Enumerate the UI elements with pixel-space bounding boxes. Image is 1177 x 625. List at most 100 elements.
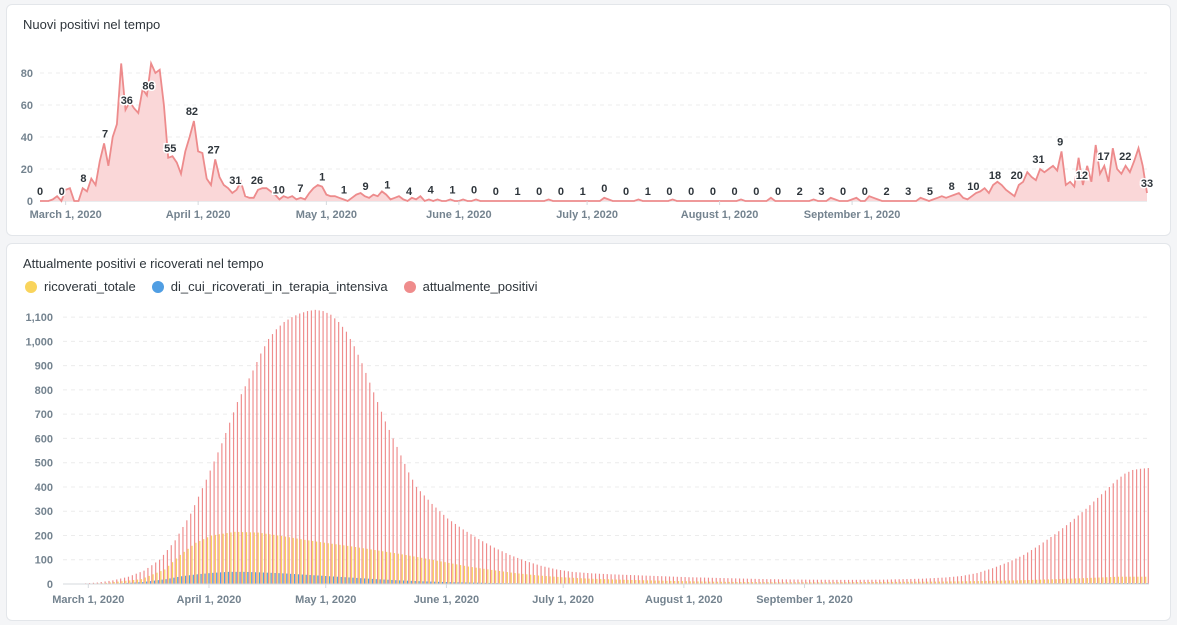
bar-ricoverati_totale xyxy=(693,581,695,584)
bar-attualmente_positivi xyxy=(556,569,558,584)
bar-ricoverati_totale xyxy=(954,581,956,584)
x-tick-label: March 1, 2020 xyxy=(52,594,124,606)
bar-ricoverati_totale xyxy=(1133,576,1135,584)
bar-ricoverati_totale xyxy=(460,565,462,584)
bar-di_cui_ricoverati_in_terapia_intensiva xyxy=(126,582,128,584)
bar-di_cui_ricoverati_in_terapia_intensiva xyxy=(235,571,237,584)
bar-attualmente_positivi xyxy=(665,576,667,584)
y-tick-label: 300 xyxy=(35,506,53,518)
bar-attualmente_positivi xyxy=(120,578,122,584)
bar-attualmente_positivi xyxy=(875,579,877,584)
bar-ricoverati_totale xyxy=(569,577,571,584)
x-tick-label: May 1, 2020 xyxy=(296,209,357,221)
bar-ricoverati_totale xyxy=(927,581,929,584)
bar-di_cui_ricoverati_in_terapia_intensiva xyxy=(231,571,233,584)
bar-ricoverati_totale xyxy=(685,581,687,584)
bar-attualmente_positivi xyxy=(571,571,573,584)
y-tick-label: 0 xyxy=(27,196,33,208)
bar-ricoverati_totale xyxy=(1040,579,1042,584)
bar-ricoverati_totale xyxy=(518,573,520,584)
bar-ricoverati_totale xyxy=(639,580,641,584)
bar-attualmente_positivi xyxy=(552,568,554,584)
bar-ricoverati_totale xyxy=(903,581,905,584)
chart-title: Attualmente positivi e ricoverati nel te… xyxy=(23,256,264,271)
x-tick-label: June 1, 2020 xyxy=(426,209,491,221)
bar-di_cui_ricoverati_in_terapia_intensiva xyxy=(196,574,198,584)
bar-attualmente_positivi xyxy=(501,551,503,584)
legend-item-ricoverati-totale[interactable]: ricoverati_totale xyxy=(25,279,136,294)
bar-attualmente_positivi xyxy=(186,520,188,584)
bar-di_cui_ricoverati_in_terapia_intensiva xyxy=(258,572,261,584)
bar-attualmente_positivi xyxy=(357,354,359,584)
bar-attualmente_positivi xyxy=(458,526,460,584)
bar-ricoverati_totale xyxy=(759,582,761,584)
legend-item-attualmente-positivi[interactable]: attualmente_positivi xyxy=(403,279,538,294)
data-label: 0 xyxy=(688,186,694,198)
bar-ricoverati_totale xyxy=(452,563,454,584)
bar-attualmente_positivi xyxy=(1120,476,1122,584)
bar-di_cui_ricoverati_in_terapia_intensiva xyxy=(243,571,245,584)
y-tick-label: 800 xyxy=(35,385,53,397)
bar-attualmente_positivi xyxy=(159,559,161,584)
bar-ricoverati_totale xyxy=(253,532,255,584)
bar-attualmente_positivi xyxy=(614,574,616,584)
bar-ricoverati_totale xyxy=(148,575,150,584)
bar-attualmente_positivi xyxy=(661,576,663,584)
bar-attualmente_positivi xyxy=(859,579,861,584)
bar-di_cui_ricoverati_in_terapia_intensiva xyxy=(274,573,276,584)
bar-attualmente_positivi xyxy=(777,579,780,584)
bar-ricoverati_totale xyxy=(308,540,310,584)
bar-attualmente_positivi xyxy=(774,579,776,584)
bar-ricoverati_totale xyxy=(1082,578,1084,584)
bar-ricoverati_totale xyxy=(1047,579,1049,584)
bar-di_cui_ricoverati_in_terapia_intensiva xyxy=(348,577,350,584)
bar-attualmente_positivi xyxy=(598,573,601,584)
bar-attualmente_positivi xyxy=(341,326,344,584)
bar-ricoverati_totale xyxy=(284,536,287,584)
bar-attualmente_positivi xyxy=(1003,563,1005,584)
bar-ricoverati_totale xyxy=(222,533,224,584)
bar-ricoverati_totale xyxy=(269,534,271,584)
bar-ricoverati_totale xyxy=(1106,577,1108,584)
bar-attualmente_positivi xyxy=(1081,512,1083,584)
data-label: 20 xyxy=(1011,170,1023,182)
bar-di_cui_ricoverati_in_terapia_intensiva xyxy=(204,573,206,584)
bar-attualmente_positivi xyxy=(633,575,636,584)
bar-ricoverati_totale xyxy=(210,535,213,584)
x-tick-label: April 1, 2020 xyxy=(177,594,242,606)
bar-ricoverati_totale xyxy=(545,576,547,584)
data-label: 82 xyxy=(186,106,198,118)
bar-attualmente_positivi xyxy=(742,578,745,584)
bar-ricoverati_totale xyxy=(218,534,220,584)
bar-di_cui_ricoverati_in_terapia_intensiva xyxy=(449,582,451,584)
bar-ricoverati_totale xyxy=(892,581,894,584)
bar-attualmente_positivi xyxy=(945,577,947,584)
bar-ricoverati_totale xyxy=(389,552,392,584)
bar-attualmente_positivi xyxy=(482,541,484,584)
bar-di_cui_ricoverati_in_terapia_intensiva xyxy=(434,581,436,584)
bar-ricoverati_totale xyxy=(495,570,497,584)
bar-ricoverati_totale xyxy=(249,532,252,584)
bar-attualmente_positivi xyxy=(844,579,846,584)
bar-ricoverati_totale xyxy=(806,582,808,584)
bar-attualmente_positivi xyxy=(528,562,530,584)
bar-attualmente_positivi xyxy=(1038,545,1040,584)
data-label: 31 xyxy=(229,175,241,187)
bar-ricoverati_totale xyxy=(533,575,536,584)
bar-attualmente_positivi xyxy=(260,353,262,584)
bar-attualmente_positivi xyxy=(240,394,242,584)
bar-ricoverati_totale xyxy=(989,580,991,584)
bar-attualmente_positivi xyxy=(334,318,336,584)
legend-item-terapia-intensiva[interactable]: di_cui_ricoverati_in_terapia_intensiva xyxy=(151,279,388,294)
bar-attualmente_positivi xyxy=(415,486,418,584)
bar-ricoverati_totale xyxy=(304,539,306,584)
data-label: 1 xyxy=(384,180,390,192)
bar-ricoverati_totale xyxy=(701,581,703,584)
bar-attualmente_positivi xyxy=(999,565,1001,584)
bar-attualmente_positivi xyxy=(1046,539,1048,584)
bar-ricoverati_totale xyxy=(347,545,349,584)
bar-attualmente_positivi xyxy=(497,549,499,584)
bar-attualmente_positivi xyxy=(583,572,585,584)
bar-ricoverati_totale xyxy=(592,578,594,584)
bar-ricoverati_totale xyxy=(600,579,602,584)
